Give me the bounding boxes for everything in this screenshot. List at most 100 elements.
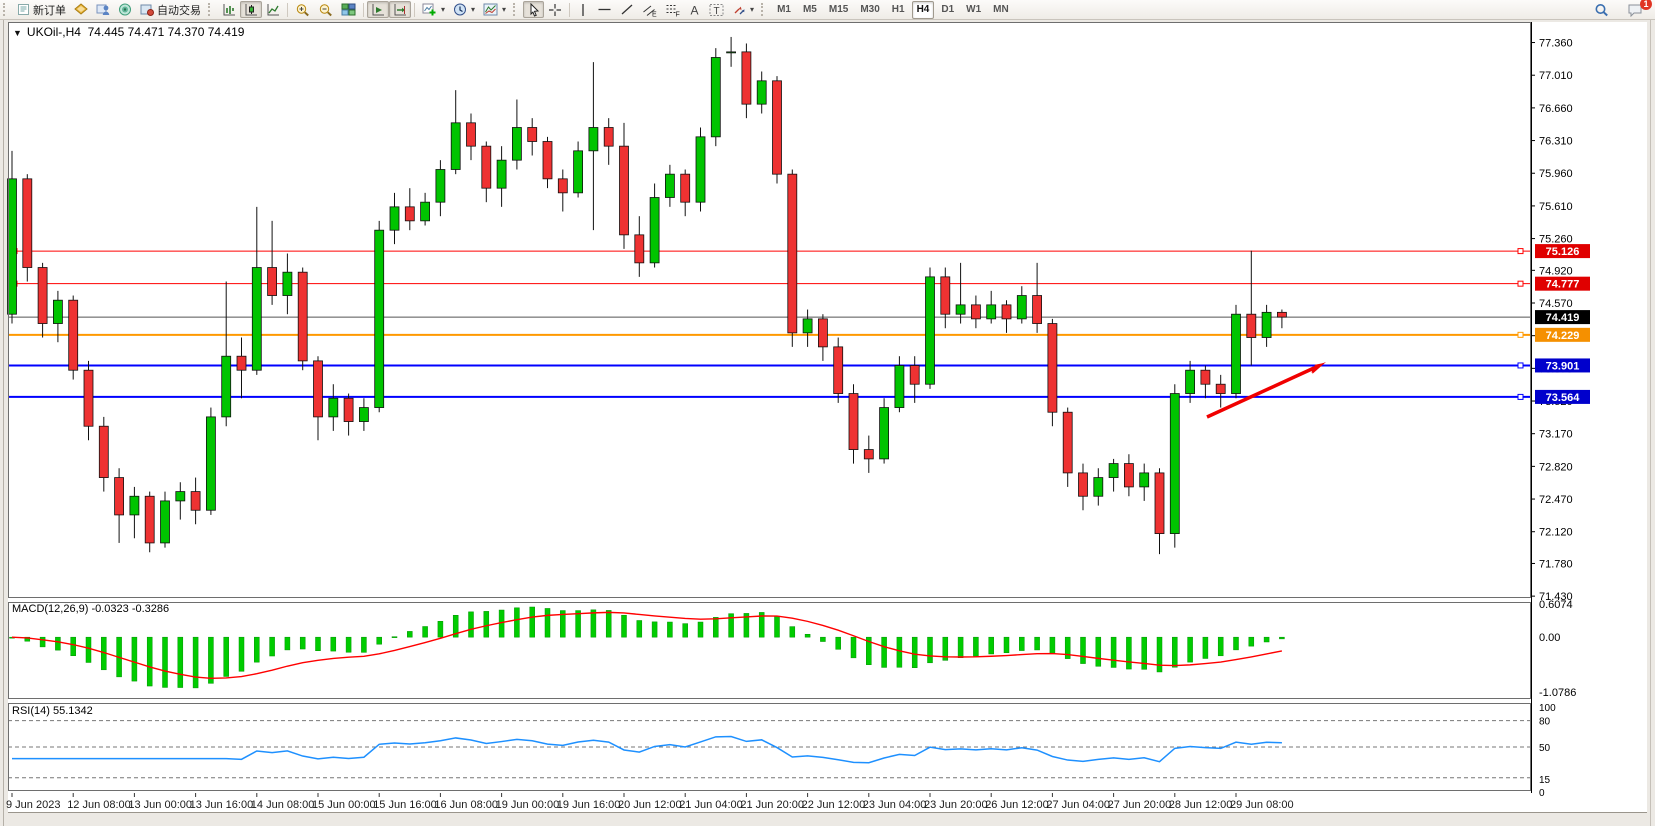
- zoom-in-button[interactable]: [291, 1, 314, 18]
- svg-text:13 Jun 00:00: 13 Jun 00:00: [128, 799, 192, 811]
- vertical-line-button[interactable]: [573, 1, 593, 18]
- auto-scroll-button[interactable]: [367, 1, 389, 18]
- chart-shift-button[interactable]: [389, 1, 411, 18]
- timeframe-w1[interactable]: W1: [966, 4, 982, 15]
- toolbar: 新订单 自动交易: [0, 0, 1655, 20]
- svg-text:12 Jun 08:00: 12 Jun 08:00: [67, 799, 131, 811]
- svg-text:50: 50: [1539, 743, 1551, 754]
- svg-text:75.260: 75.260: [1539, 234, 1573, 246]
- svg-text:15 Jun 00:00: 15 Jun 00:00: [312, 799, 376, 811]
- equidistant-channel-icon: E: [642, 3, 657, 17]
- macd-pane[interactable]: 0.6074 0.00 -1.0786: [9, 599, 1577, 699]
- fibonacci-icon: F: [665, 3, 680, 17]
- svg-text:19 Jun 00:00: 19 Jun 00:00: [496, 799, 560, 811]
- svg-text:F: F: [676, 11, 680, 17]
- timeframe-m1[interactable]: M1: [777, 4, 791, 15]
- timeframe-h1[interactable]: H1: [891, 4, 905, 15]
- clock-icon: [453, 3, 467, 16]
- text-button[interactable]: A: [684, 1, 705, 18]
- svg-text:74.419: 74.419: [1546, 312, 1580, 324]
- market-watch-button[interactable]: [70, 1, 92, 18]
- timeframe-m30[interactable]: M30: [860, 4, 880, 15]
- trendline-icon: [620, 3, 634, 16]
- annotation-arrow[interactable]: [1206, 362, 1326, 419]
- candles: [7, 36, 1287, 555]
- timeframe-m15[interactable]: M15: [828, 4, 849, 15]
- equidistant-channel-button[interactable]: E: [638, 1, 661, 18]
- toolbar-separator: [363, 2, 364, 17]
- shapes-button[interactable]: ▾: [728, 1, 758, 18]
- chart-title[interactable]: ▼ UKOil-,H4 74.445 74.471 74.370 74.419: [13, 25, 244, 39]
- rsi-indicator-label: RSI(14) 55.1342: [12, 705, 93, 717]
- zoom-out-icon: [318, 3, 333, 17]
- add-indicator-icon: [422, 3, 437, 16]
- svg-text:0.6074: 0.6074: [1539, 599, 1573, 611]
- navigator-button[interactable]: [92, 1, 114, 18]
- line-chart-button[interactable]: [262, 1, 284, 18]
- navigator-icon: [96, 3, 110, 16]
- svg-text:0.00: 0.00: [1539, 632, 1560, 644]
- label-icon: T: [709, 3, 724, 17]
- periods-button[interactable]: ▾: [449, 1, 479, 18]
- chart-shift-icon: [393, 3, 407, 16]
- crosshair-button[interactable]: [544, 1, 566, 18]
- toolbar-separator: [287, 2, 288, 17]
- new-order-button[interactable]: 新订单: [13, 1, 70, 18]
- svg-text:9 Jun 2023: 9 Jun 2023: [6, 799, 60, 811]
- svg-text:72.820: 72.820: [1539, 461, 1573, 473]
- toolbar-grip[interactable]: [513, 3, 520, 16]
- toolbar-grip[interactable]: [761, 3, 768, 16]
- macd-indicator-label: MACD(12,26,9) -0.0323 -0.3286: [12, 603, 170, 615]
- timeframe-h4[interactable]: H4: [911, 0, 935, 19]
- chart-collapse-icon[interactable]: ▼: [13, 28, 22, 38]
- zoom-out-button[interactable]: [314, 1, 337, 18]
- price-badges: 75.126 74.777 74.419 74.229 73.901 73.564: [1535, 244, 1590, 404]
- text-icon: A: [688, 3, 701, 17]
- toolbar-grip[interactable]: [208, 3, 215, 16]
- svg-text:E: E: [652, 11, 657, 17]
- notifications-button[interactable]: 1: [1623, 0, 1652, 18]
- toolbar-separator: [414, 2, 415, 17]
- search-button[interactable]: [1590, 1, 1613, 18]
- add-indicator-button[interactable]: ▾: [418, 1, 449, 18]
- shapes-icon: [732, 3, 746, 16]
- svg-text:77.360: 77.360: [1539, 38, 1573, 50]
- svg-text:75.126: 75.126: [1546, 246, 1580, 258]
- crosshair-icon: [548, 3, 562, 17]
- vertical-line-icon: [577, 3, 589, 17]
- chart-ohlc: 74.445 74.471 74.370 74.419: [87, 25, 245, 39]
- tile-windows-button[interactable]: [337, 1, 360, 18]
- svg-text:75.610: 75.610: [1539, 201, 1573, 213]
- fibonacci-button[interactable]: F: [661, 1, 684, 18]
- timeframe-d1[interactable]: D1: [941, 4, 955, 15]
- svg-text:73.564: 73.564: [1546, 392, 1581, 404]
- rsi-pane[interactable]: 100 80 50 15 0: [8, 703, 1556, 799]
- cursor-icon: [527, 2, 540, 17]
- timeframe-m5[interactable]: M5: [802, 4, 817, 15]
- candlestick-chart-button[interactable]: [240, 1, 262, 18]
- label-button[interactable]: T: [705, 1, 728, 18]
- bar-chart-button[interactable]: [218, 1, 240, 18]
- timeframe-mn[interactable]: MN: [993, 4, 1009, 15]
- horizontal-line-button[interactable]: [593, 1, 616, 18]
- svg-text:72.120: 72.120: [1539, 527, 1573, 539]
- cursor-button[interactable]: [523, 1, 545, 18]
- signal-button[interactable]: [114, 1, 136, 18]
- templates-button[interactable]: ▾: [479, 1, 510, 18]
- svg-text:21 Jun 04:00: 21 Jun 04:00: [679, 799, 743, 811]
- svg-text:71.430: 71.430: [1539, 591, 1573, 603]
- svg-text:16 Jun 08:00: 16 Jun 08:00: [434, 799, 498, 811]
- signal-icon: [118, 3, 132, 16]
- autotrading-button[interactable]: 自动交易: [136, 1, 205, 18]
- chevron-down-icon: ▾: [441, 5, 446, 14]
- zoom-in-icon: [295, 3, 310, 17]
- market-watch-icon: [74, 3, 88, 16]
- svg-text:23 Jun 20:00: 23 Jun 20:00: [924, 799, 988, 811]
- trendline-button[interactable]: [616, 1, 638, 18]
- svg-text:13 Jun 16:00: 13 Jun 16:00: [190, 799, 254, 811]
- svg-text:-1.0786: -1.0786: [1539, 687, 1576, 699]
- toolbar-grip[interactable]: [3, 3, 10, 16]
